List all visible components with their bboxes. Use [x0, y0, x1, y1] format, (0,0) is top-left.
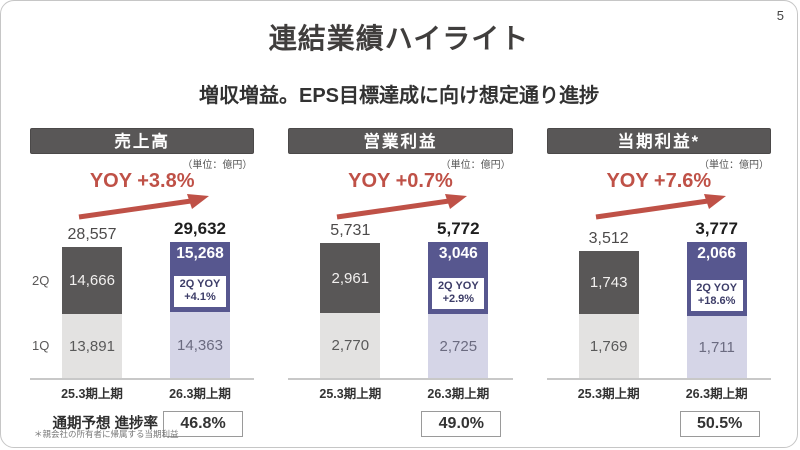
chart-zone: 3,512 1,743 1,769 3,777 2,066 2Q YOY +18.6% 1,7…	[546, 219, 771, 380]
panel-header: 売上高	[30, 128, 255, 154]
segment-value: 2,725	[439, 337, 478, 355]
bar-segment-1q: 14,363	[170, 312, 230, 378]
segment-value: 2,066	[697, 245, 737, 262]
segment-value: 15,268	[176, 245, 224, 262]
bar-segment-2q: 2,066 2Q YOY +18.6%	[686, 242, 747, 316]
chart-zone: 5,731 2,961 2,770 5,772 3,046 2Q YOY +2.9% 2,72…	[288, 219, 513, 380]
unit-label: （単位：億円）	[440, 160, 511, 171]
stacked-bar: 14,666 13,891	[62, 247, 122, 378]
trend-arrow-icon	[595, 194, 726, 220]
stacked-bar: 1,743 1,769	[578, 251, 639, 378]
segment-value: 14,363	[177, 336, 223, 354]
chart-panel-3: 当期利益* （単位：億円） YOY +7.6% 3,512 1,743 1,769 3,77…	[546, 128, 771, 437]
segment-value: 1,743	[589, 274, 628, 291]
category-label: 25.3期上期	[61, 387, 123, 401]
trend-arrow-icon	[78, 194, 210, 220]
row-label-1q: 1Q	[32, 338, 50, 353]
segment-value: 14,666	[69, 272, 115, 289]
bar-segment-2q: 2,961	[320, 243, 381, 313]
bar-total-label: 5,731	[330, 222, 371, 239]
badge-line: 2Q YOY	[179, 277, 221, 290]
category-label: 26.3期上期	[685, 387, 748, 401]
chart-panel-1: 売上高 （単位：億円） YOY +3.8% 28,557 14,666 13,891 29,…	[30, 128, 255, 437]
segment-value: 1,769	[589, 337, 628, 355]
yoy-growth-label: YOY +0.7%	[348, 170, 453, 192]
bar-total-label: 29,632	[174, 219, 226, 238]
bar-total-label: 5,772	[437, 219, 480, 238]
unit-label: （単位：億円）	[182, 160, 253, 171]
chart-panels: 売上高 （単位：億円） YOY +3.8% 28,557 14,666 13,891 29,…	[30, 128, 771, 437]
bar-total-label: 28,557	[67, 226, 117, 243]
bar-segment-2q: 14,666	[62, 247, 122, 314]
category-label: 26.3期上期	[427, 387, 490, 401]
category-label: 26.3期上期	[169, 387, 231, 401]
q2-yoy-badge: 2Q YOY +4.1%	[174, 275, 226, 307]
trend-arrow	[288, 192, 512, 220]
page-title: 連結業績ハイライト	[268, 23, 530, 54]
segment-value: 2,770	[331, 337, 370, 354]
bar-segment-1q: 2,725	[428, 314, 489, 378]
progress-value-box: 49.0%	[421, 411, 502, 437]
progress-value-box: 50.5%	[679, 411, 760, 437]
stacked-bar: 15,268 2Q YOY +4.1% 14,363	[170, 242, 230, 378]
badge-line: 2Q YOY	[437, 279, 479, 292]
segment-value: 2,961	[331, 269, 370, 287]
category-labels: 25.3期上期 26.3期上期	[30, 383, 254, 403]
trend-arrow	[547, 192, 771, 220]
bar-segment-1q: 1,769	[578, 314, 639, 378]
bar-segment-1q: 1,711	[686, 316, 747, 378]
bar-total-label: 3,777	[695, 219, 738, 238]
row-label-2q: 2Q	[32, 272, 50, 288]
category-label: 25.3期上期	[577, 387, 640, 401]
badge-line: 2Q YOY	[696, 281, 738, 294]
trend-arrow	[30, 192, 254, 220]
progress-row: 通期予想 進捗率 46.8%	[30, 411, 254, 437]
badge-line: +4.1%	[184, 291, 216, 304]
bar-segment-1q: 2,770	[320, 313, 381, 378]
q2-yoy-badge: 2Q YOY +2.9%	[432, 277, 485, 309]
segment-value: 3,046	[438, 245, 478, 262]
stacked-bar: 2,066 2Q YOY +18.6% 1,711	[686, 242, 747, 378]
trend-arrow-icon	[337, 194, 468, 220]
page-number: 5	[776, 8, 784, 23]
yoy-growth-label: YOY +3.8%	[89, 170, 195, 192]
bar-segment-2q: 15,268 2Q YOY +4.1%	[170, 242, 230, 312]
panel-header: 当期利益*	[546, 128, 771, 154]
segment-value: 1,711	[698, 338, 735, 356]
badge-line: +2.9%	[442, 293, 475, 306]
bar-total-label: 3,512	[588, 230, 629, 247]
segment-value: 13,891	[69, 337, 115, 355]
footnote: ＊親会社の所有者に帰属する当期利益	[34, 429, 179, 439]
chart-panel-2: 営業利益 （単位：億円） YOY +0.7% 5,731 2,961 2,770 5,772…	[288, 128, 513, 437]
bar-segment-1q: 13,891	[62, 314, 122, 378]
stacked-bar: 2,961 2,770	[320, 243, 381, 378]
progress-value-box: 46.8%	[163, 411, 243, 437]
progress-label: 通期予想 進捗率	[52, 416, 158, 432]
unit-label: （単位：億円）	[698, 160, 769, 171]
progress-row: 49.0%	[288, 411, 512, 437]
bar-segment-2q: 3,046 2Q YOY +2.9%	[428, 242, 489, 314]
badge-line: +18.6%	[697, 295, 736, 308]
category-labels: 25.3期上期 26.3期上期	[547, 383, 771, 403]
q2-yoy-badge: 2Q YOY +18.6%	[690, 279, 743, 311]
category-labels: 25.3期上期 26.3期上期	[288, 383, 512, 403]
category-label: 25.3期上期	[319, 387, 382, 401]
panel-header: 営業利益	[288, 128, 513, 154]
chart-zone: 28,557 14,666 13,891 29,632 15,268 2Q YOY +4.1…	[30, 219, 255, 380]
progress-row: 50.5%	[547, 411, 771, 437]
yoy-growth-label: YOY +7.6%	[606, 170, 712, 192]
stacked-bar: 3,046 2Q YOY +2.9% 2,725	[428, 242, 489, 378]
page-subtitle: 増収増益。EPS目標達成に向け想定通り進捗	[198, 85, 600, 107]
bar-segment-2q: 1,743	[578, 251, 639, 314]
